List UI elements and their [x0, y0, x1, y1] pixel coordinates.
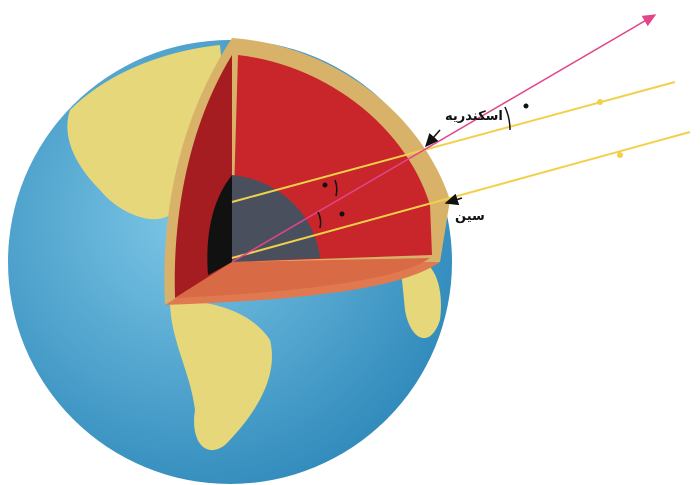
angle-arc	[334, 179, 338, 197]
mantle-bottom	[175, 258, 430, 298]
syene-label: سین	[455, 209, 485, 224]
pointer	[444, 193, 463, 206]
ray-dot	[597, 99, 603, 105]
vertical-line	[231, 14, 657, 263]
angle-mark	[322, 182, 328, 188]
core-left	[207, 175, 232, 275]
angle-mark	[339, 211, 345, 217]
pointer	[425, 129, 441, 148]
angle-arc	[504, 106, 511, 131]
alexandria-label: اسکندریه	[445, 109, 503, 124]
angle-mark	[523, 103, 529, 109]
ray-dot	[617, 152, 623, 158]
sun-ray	[231, 131, 691, 259]
south-america	[170, 300, 272, 451]
angle-arc	[317, 211, 322, 229]
africa	[400, 258, 441, 339]
